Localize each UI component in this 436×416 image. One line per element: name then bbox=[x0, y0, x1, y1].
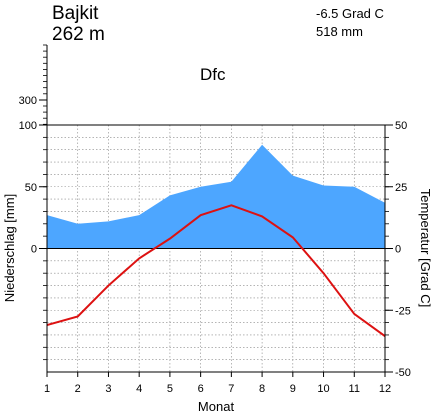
right-tick-label: 25 bbox=[395, 182, 407, 194]
temperature-line bbox=[46, 204, 386, 337]
x-tick-label: 3 bbox=[105, 383, 111, 395]
left-axis-label: Niederschlag [mm] bbox=[2, 194, 17, 302]
x-tick-label: 12 bbox=[379, 383, 391, 395]
right-tick-label: 0 bbox=[395, 244, 401, 256]
right-tick-label: -50 bbox=[395, 367, 411, 379]
left-tick-label: 50 bbox=[25, 182, 37, 194]
x-tick-label: 9 bbox=[290, 383, 296, 395]
x-axis-ticks: 1 2 3 4 5 6 7 8 9 10 11 12 bbox=[44, 372, 391, 395]
x-tick-label: 7 bbox=[228, 383, 234, 395]
upper-precipitation-axis: 300 bbox=[19, 44, 48, 125]
station-name: Bajkit bbox=[52, 3, 99, 24]
upper-tick-label: 300 bbox=[19, 95, 37, 107]
x-tick-label: 11 bbox=[349, 383, 360, 395]
annual-precipitation: 518 mm bbox=[316, 24, 363, 39]
left-tick-label: 0 bbox=[31, 244, 37, 256]
x-tick-label: 6 bbox=[198, 383, 204, 395]
precipitation-series bbox=[46, 144, 386, 249]
precipitation-area bbox=[47, 144, 385, 249]
x-tick-label: 8 bbox=[259, 383, 265, 395]
x-tick-label: 2 bbox=[75, 383, 81, 395]
left-axis-ticks: 100 50 0 bbox=[19, 120, 47, 361]
right-tick-label: 50 bbox=[395, 120, 407, 132]
right-axis-label: Temperatur [Grad C] bbox=[418, 189, 433, 308]
left-tick-label: 100 bbox=[19, 120, 37, 132]
x-tick-label: 5 bbox=[167, 383, 173, 395]
station-elevation: 262 m bbox=[52, 24, 105, 45]
x-tick-label: 4 bbox=[136, 383, 142, 395]
mean-temperature: -6.5 Grad C bbox=[316, 6, 384, 21]
climate-class: Dfc bbox=[200, 65, 226, 84]
x-tick-label: 1 bbox=[44, 383, 50, 395]
right-tick-label: -25 bbox=[395, 305, 411, 317]
x-tick-label: 10 bbox=[317, 383, 329, 395]
x-axis-label: Monat bbox=[198, 399, 235, 414]
right-axis-ticks: 50 25 0 -25 -50 bbox=[385, 120, 411, 379]
